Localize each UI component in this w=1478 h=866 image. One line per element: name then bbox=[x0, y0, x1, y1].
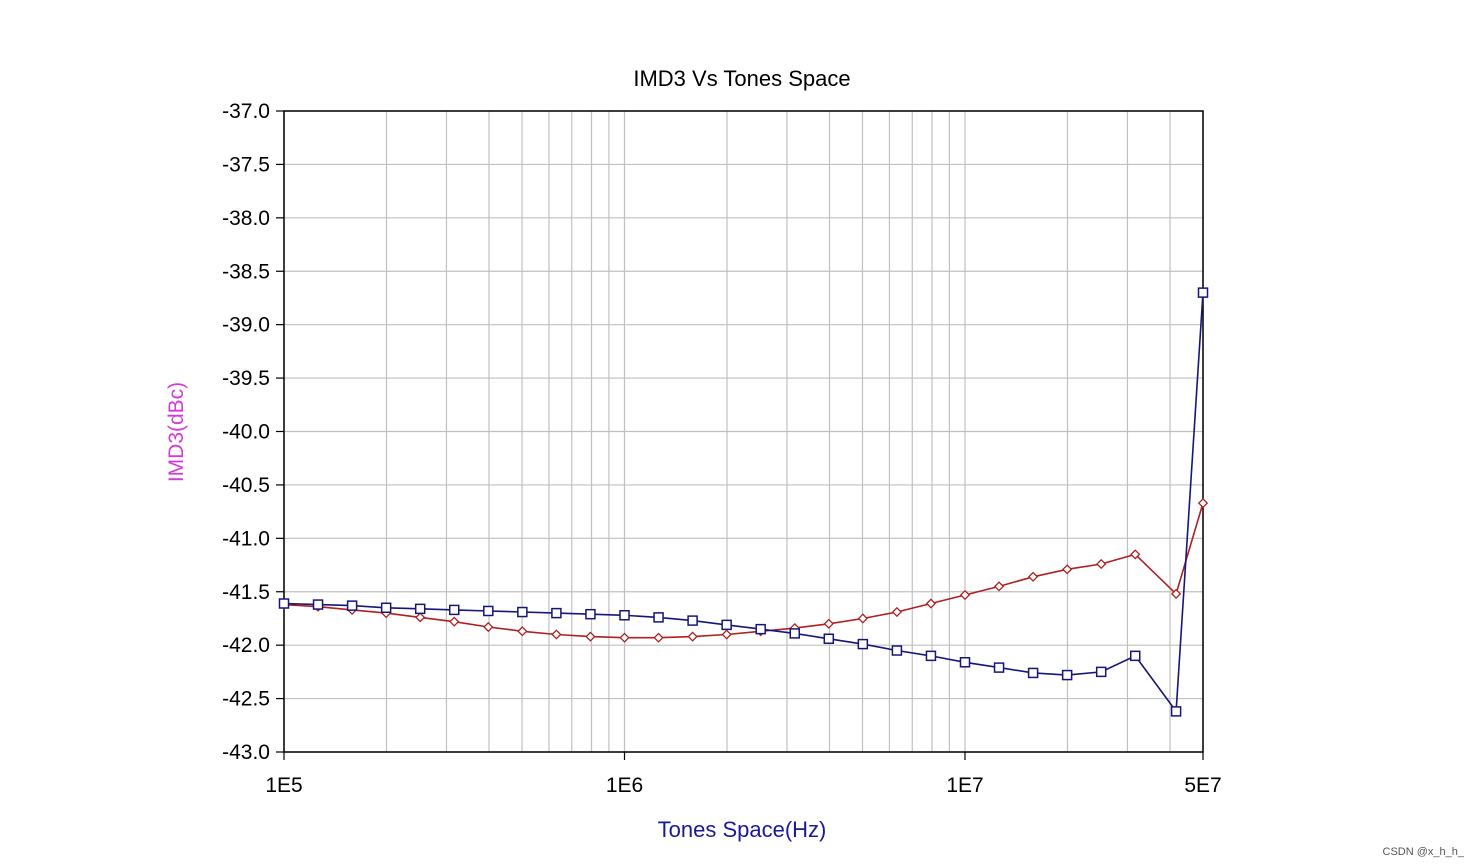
data-point-square bbox=[551, 607, 562, 619]
y-tick-label: -38.0 bbox=[222, 207, 270, 230]
watermark-text: CSDN @x_h_h_ bbox=[1383, 846, 1465, 858]
data-point-diamond bbox=[517, 626, 528, 637]
data-point-square bbox=[721, 619, 732, 631]
data-point-diamond bbox=[925, 598, 937, 609]
y-axis: -37.0 -37.5 -38.0 -38.5 -39.0 -39.5 -40.0 -40.5… bbox=[222, 100, 284, 764]
data-point-square bbox=[1095, 666, 1107, 678]
y-tick-label: -42.0 bbox=[222, 634, 270, 657]
y-tick-label: -41.5 bbox=[222, 581, 270, 604]
y-tick-label: -39.0 bbox=[222, 314, 270, 337]
data-point-square bbox=[789, 628, 801, 639]
data-point-square bbox=[687, 615, 698, 626]
data-point-square bbox=[891, 645, 903, 656]
series-layer bbox=[278, 287, 1209, 717]
data-point-square bbox=[619, 610, 630, 621]
data-point-diamond bbox=[619, 632, 630, 643]
data-point-diamond bbox=[415, 612, 426, 623]
data-point-square bbox=[1170, 706, 1182, 717]
series-line bbox=[283, 292, 1204, 714]
y-axis-label: IMD3(dBc) bbox=[165, 382, 188, 482]
data-point-square bbox=[483, 605, 494, 617]
x-axis: 1E5 1E6 1E7 5E7 bbox=[265, 752, 1222, 797]
x-tick-label: 1E7 bbox=[946, 774, 983, 797]
data-point-diamond bbox=[1062, 564, 1073, 575]
data-point-square bbox=[1130, 650, 1141, 662]
y-tick-label: -40.5 bbox=[222, 474, 270, 497]
data-point-diamond bbox=[687, 631, 698, 642]
y-tick-label: -37.5 bbox=[222, 153, 270, 176]
data-point-diamond bbox=[551, 629, 562, 640]
data-point-square bbox=[755, 623, 766, 635]
data-point-square bbox=[653, 612, 664, 623]
data-point-square bbox=[449, 604, 460, 616]
data-point-diamond bbox=[653, 632, 664, 643]
data-point-diamond bbox=[1170, 588, 1182, 600]
data-point-square bbox=[925, 650, 937, 662]
data-point-diamond bbox=[891, 606, 903, 618]
data-point-square bbox=[1197, 287, 1209, 298]
data-point-square bbox=[857, 638, 869, 650]
data-point-square bbox=[414, 603, 426, 615]
data-point-square bbox=[1061, 669, 1073, 681]
data-point-square bbox=[346, 600, 358, 611]
data-point-square bbox=[993, 662, 1005, 673]
data-point-diamond bbox=[721, 629, 732, 640]
data-point-diamond bbox=[959, 589, 971, 601]
x-tick-label: 1E5 bbox=[265, 774, 302, 797]
x-tick-label: 1E6 bbox=[606, 774, 643, 797]
data-point-diamond bbox=[585, 631, 596, 642]
data-point-diamond bbox=[1130, 549, 1141, 560]
data-point-diamond bbox=[1027, 571, 1039, 582]
data-point-diamond bbox=[993, 581, 1005, 592]
x-tick-label: 5E7 bbox=[1184, 774, 1221, 797]
data-point-diamond bbox=[483, 621, 494, 633]
series-line bbox=[283, 502, 1204, 639]
y-tick-label: -37.0 bbox=[222, 100, 270, 123]
data-point-square bbox=[517, 606, 528, 618]
data-point-diamond bbox=[449, 616, 460, 627]
data-point-square bbox=[823, 633, 835, 645]
data-point-diamond bbox=[823, 618, 834, 629]
x-axis-label: Tones Space(Hz) bbox=[658, 817, 827, 842]
chart-title: IMD3 Vs Tones Space bbox=[633, 66, 850, 91]
y-tick-label: -39.5 bbox=[222, 367, 270, 390]
data-point-square bbox=[380, 602, 392, 614]
y-tick-label: -41.0 bbox=[222, 527, 270, 550]
data-point-square bbox=[585, 608, 596, 620]
data-point-diamond bbox=[857, 613, 868, 624]
data-point-square bbox=[1027, 667, 1039, 679]
y-tick-label: -43.0 bbox=[222, 741, 270, 764]
series-square bbox=[278, 287, 1209, 717]
y-tick-label: -42.5 bbox=[222, 688, 270, 711]
series-diamond bbox=[278, 497, 1209, 643]
data-point-square bbox=[312, 599, 324, 610]
data-point-square bbox=[959, 657, 971, 668]
data-point-diamond bbox=[1197, 497, 1209, 509]
data-point-diamond bbox=[1096, 558, 1107, 570]
grid bbox=[283, 110, 1204, 753]
data-point-square bbox=[278, 598, 290, 609]
y-tick-label: -38.5 bbox=[222, 260, 270, 283]
y-tick-label: -40.0 bbox=[222, 421, 270, 444]
